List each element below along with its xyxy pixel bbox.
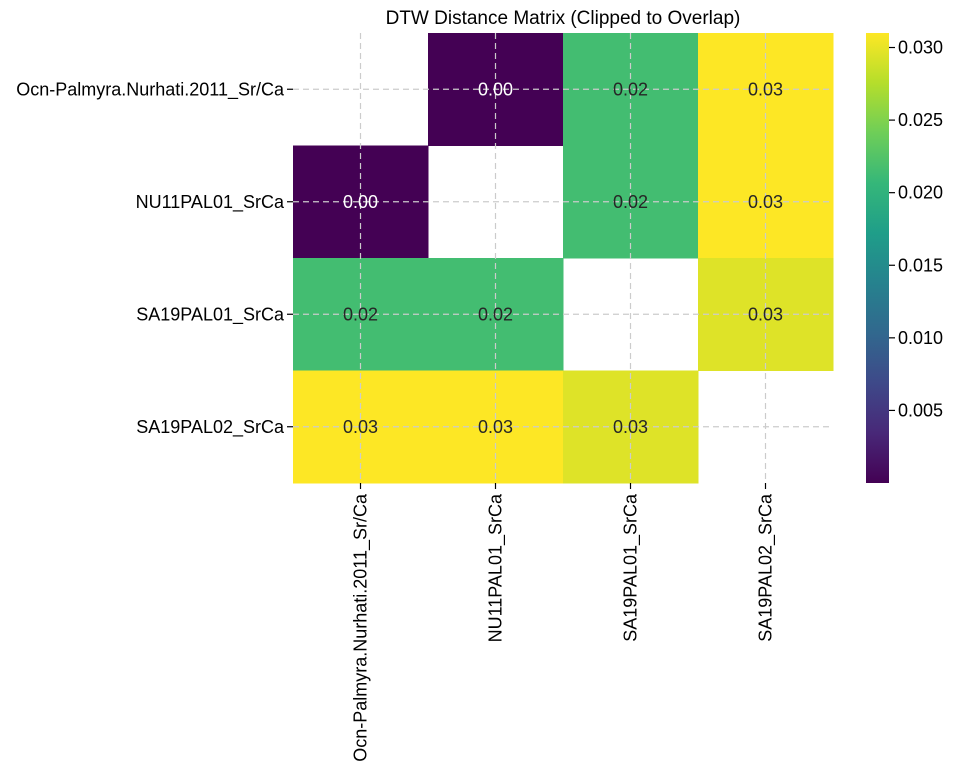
cell-annotations: 0.00 0.02 0.03 0.00 0.02 0.03 0.02 0.02 0.03 0.03… xyxy=(343,79,783,437)
x-tick-label: NU11PAL01_SrCa xyxy=(486,493,507,642)
colorbar-gradient xyxy=(866,33,889,483)
y-tick-label: SA19PAL02_SrCa xyxy=(136,417,285,438)
cell-annotation-3-0: 0.03 xyxy=(343,417,378,437)
y-tick-labels: Ocn-Palmyra.Nurhati.2011_Sr/Ca NU11PAL01_… xyxy=(16,79,293,438)
x-tick-labels: Ocn-Palmyra.Nurhati.2011_Sr/Ca NU11PAL01_… xyxy=(351,483,777,762)
cell-annotation-0-2: 0.02 xyxy=(613,79,648,99)
colorbar-tick-label: 0.010 xyxy=(898,328,943,348)
y-tick-label: Ocn-Palmyra.Nurhati.2011_Sr/Ca xyxy=(16,79,285,100)
colorbar-tick-label: 0.015 xyxy=(898,255,943,275)
cell-annotation-0-1: 0.00 xyxy=(478,79,513,99)
colorbar-tick-label: 0.020 xyxy=(898,183,943,203)
cell-annotation-0-3: 0.03 xyxy=(748,79,783,99)
x-tick-label: SA19PAL01_SrCa xyxy=(621,493,642,642)
colorbar-tick-label: 0.005 xyxy=(898,400,943,420)
grid-lines xyxy=(293,33,833,483)
colorbar-tick-label: 0.025 xyxy=(898,110,943,130)
cell-annotation-3-1: 0.03 xyxy=(478,417,513,437)
x-tick-label: SA19PAL02_SrCa xyxy=(756,493,777,642)
x-tick-label: Ocn-Palmyra.Nurhati.2011_Sr/Ca xyxy=(351,493,372,762)
cell-annotation-2-0: 0.02 xyxy=(343,304,378,324)
colorbar: 0.005 0.010 0.015 0.020 0.025 0.030 xyxy=(866,33,943,483)
cell-annotation-3-2: 0.03 xyxy=(613,417,648,437)
cell-annotation-1-0: 0.00 xyxy=(343,192,378,212)
cell-annotation-2-3: 0.03 xyxy=(748,304,783,324)
colorbar-tick-label: 0.030 xyxy=(898,38,943,58)
y-tick-label: SA19PAL01_SrCa xyxy=(136,304,285,325)
cell-annotation-2-1: 0.02 xyxy=(478,304,513,324)
cell-annotation-1-2: 0.02 xyxy=(613,192,648,212)
chart-title: DTW Distance Matrix (Clipped to Overlap) xyxy=(386,8,741,29)
y-tick-label: NU11PAL01_SrCa xyxy=(136,192,285,213)
cell-annotation-1-3: 0.03 xyxy=(748,192,783,212)
